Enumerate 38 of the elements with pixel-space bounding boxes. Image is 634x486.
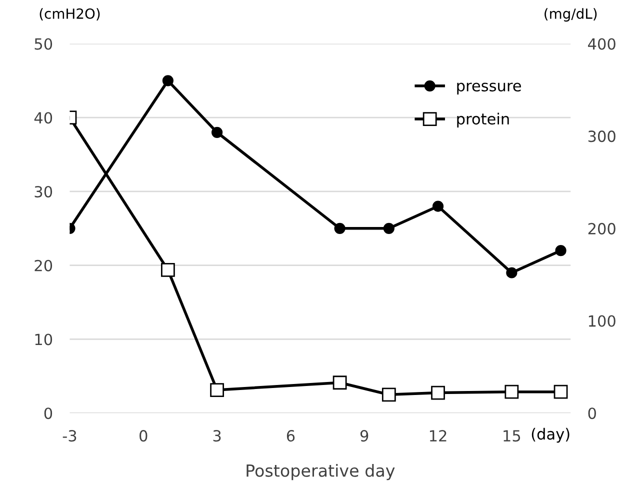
point (161, 263, 175, 277)
y-tick-label: 40 (34, 112, 52, 124)
x-tick-label: 6 (286, 430, 295, 442)
x-tick-label: 3 (213, 430, 221, 442)
y-tick-label: 10 (35, 334, 52, 346)
y-axis-title: (cmH2O) (40, 8, 100, 21)
x-tick-label: 15 (504, 430, 520, 442)
y-tick-label: 0 (44, 408, 52, 420)
legend-label: pressure (457, 82, 521, 94)
x-tick-label: 12 (430, 430, 446, 442)
point (504, 384, 519, 399)
legend-label: protein (457, 112, 509, 128)
y2-tick-label: 100 (588, 315, 616, 327)
y-tick-label: 30 (34, 186, 52, 198)
point (162, 75, 174, 86)
point (334, 222, 346, 234)
x-tick-label: 0 (140, 430, 148, 442)
text: (day) (532, 428, 570, 443)
y2-axis-title: (mg/dL) (544, 8, 597, 22)
y-tick-label: 50 (34, 38, 52, 50)
point (211, 126, 223, 138)
x-tick-label: 9 (360, 430, 368, 442)
point (210, 383, 224, 397)
y2-tick-label: 400 (588, 38, 616, 50)
point (506, 267, 518, 278)
point (332, 376, 347, 390)
y2-tick-label: 200 (588, 222, 616, 234)
x-axis-title: Postoperative day (246, 464, 395, 480)
y2-tick-label: 0 (588, 408, 596, 420)
point (383, 222, 394, 234)
point (431, 386, 445, 400)
point (555, 245, 566, 256)
point (432, 200, 444, 212)
point (382, 388, 396, 402)
x-tick-label: -3 (62, 430, 76, 442)
point (554, 384, 568, 399)
y2-tick-label: 300 (588, 130, 616, 142)
y-tick-label: 20 (34, 260, 52, 272)
